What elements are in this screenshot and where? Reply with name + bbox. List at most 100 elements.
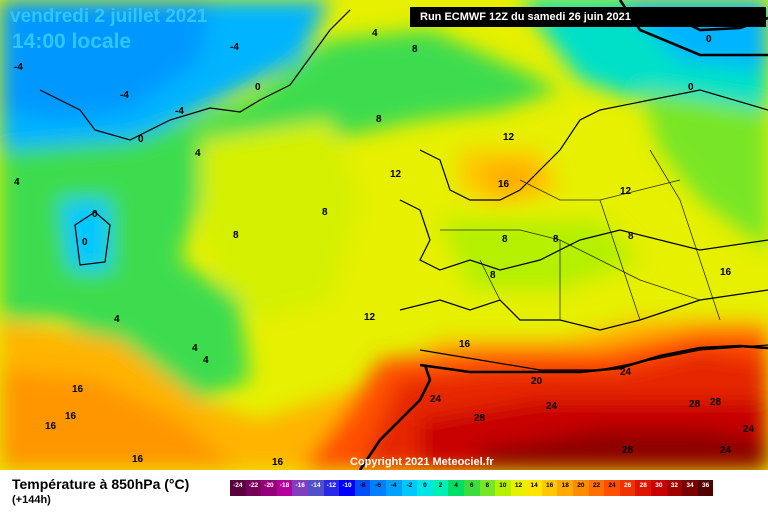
scale-label: -14 — [311, 482, 321, 489]
contour-label: 12 — [390, 169, 402, 180]
scale-cell: 22 — [588, 480, 605, 496]
contour-label: 8 — [412, 44, 418, 55]
scale-label: 28 — [639, 482, 647, 489]
contour-label: -4 — [14, 62, 23, 73]
scale-cell: 0 — [417, 480, 433, 496]
contour-label: 8 — [233, 230, 239, 241]
contour-label: 4 — [114, 314, 120, 325]
scale-label: 6 — [469, 482, 474, 489]
contour-label: 16 — [72, 384, 84, 395]
scale-cell: 32 — [666, 480, 683, 496]
scale-label: 10 — [499, 482, 507, 489]
contour-label: 4 — [203, 355, 209, 366]
scale-label: 18 — [561, 482, 569, 489]
contour-label: 16 — [132, 454, 144, 465]
contour-label: 16 — [45, 421, 57, 432]
forecast-time: 14:00 locale — [12, 30, 132, 53]
contour-label: 28 — [474, 413, 486, 424]
scale-label: 0 — [423, 482, 427, 489]
contour-label: 8 — [322, 207, 328, 218]
scale-label: 2 — [438, 482, 443, 489]
scale-label: 20 — [577, 482, 585, 489]
model-run-info: Run ECMWF 12Z du samedi 26 juin 2021 — [410, 7, 766, 27]
scale-cell: 2 — [432, 480, 449, 496]
contour-label: 16 — [65, 411, 77, 422]
scale-cell: -20 — [261, 480, 277, 496]
contour-label: -4 — [230, 42, 239, 53]
scale-cell: 28 — [635, 480, 652, 496]
contour-label: 0 — [255, 82, 261, 93]
scale-cell: -24 — [230, 480, 246, 496]
contour-label: 28 — [710, 397, 722, 408]
contour-label: 8 — [490, 270, 496, 281]
contour-label: 4 — [14, 177, 20, 188]
scale-cell: -8 — [354, 480, 371, 496]
scale-label: 30 — [655, 482, 663, 489]
scale-cell: -4 — [385, 480, 402, 496]
scale-label: 12 — [514, 482, 523, 489]
scale-label: 22 — [592, 482, 601, 489]
temperature-field — [0, 0, 768, 470]
scale-label: 32 — [670, 482, 679, 489]
contour-label: 24 — [620, 367, 632, 378]
scale-label: -8 — [359, 482, 366, 489]
scale-cell: 26 — [619, 480, 636, 496]
color-scale: -24 -22 -20 -18 -16 -14 -12 -10 -8 -6 -4 -2 0 2 4 6 8 10 1… — [230, 480, 714, 496]
contour-label: 8 — [376, 114, 382, 125]
scale-cell: 6 — [463, 480, 480, 496]
scale-label: 34 — [686, 482, 694, 489]
scale-cell: 8 — [479, 480, 496, 496]
legend: Température à 850hPa (°C) (+144h) -24 -22… — [0, 470, 768, 512]
scale-cell: 16 — [541, 480, 558, 496]
scale-label: 36 — [701, 482, 710, 489]
scale-label: -18 — [279, 482, 290, 489]
scale-cell: -18 — [276, 480, 293, 496]
scale-cell: 30 — [651, 480, 667, 496]
scale-label: -24 — [233, 482, 243, 489]
contour-label: 8 — [628, 231, 634, 242]
scale-label: -22 — [248, 482, 259, 489]
scale-cell: -10 — [339, 480, 355, 496]
scale-label: -12 — [326, 482, 337, 489]
scale-label: -4 — [390, 482, 397, 489]
scale-label: 8 — [485, 482, 490, 489]
contour-label: 16 — [459, 339, 471, 350]
scale-cell: -14 — [307, 480, 324, 496]
contour-label: 20 — [531, 376, 543, 387]
scale-cell: 12 — [510, 480, 527, 496]
contour-label: -4 — [120, 90, 129, 101]
contour-label: 0 — [82, 237, 88, 248]
legend-title: Température à 850hPa (°C) — [12, 476, 190, 492]
scale-cell: 34 — [682, 480, 698, 496]
contour-label: 12 — [503, 132, 515, 143]
contour-label: 8 — [502, 234, 508, 245]
scale-label: 24 — [608, 482, 616, 489]
scale-cell: 4 — [448, 480, 464, 496]
contour-label: -4 — [175, 106, 184, 117]
map-canvas — [0, 0, 768, 470]
borders — [440, 149, 721, 321]
scale-label: -20 — [264, 482, 274, 489]
contour-label: 24 — [720, 445, 732, 456]
scale-label: -16 — [295, 482, 305, 489]
contour-label: 4 — [192, 343, 198, 354]
contour-label: 16 — [720, 267, 732, 278]
forecast-lead-time: (+144h) — [12, 494, 51, 506]
scale-cell: -2 — [401, 480, 418, 496]
scale-cell: -12 — [323, 480, 340, 496]
scale-cell: 14 — [526, 480, 542, 496]
contour-label: 0 — [706, 34, 712, 45]
scale-label: 14 — [530, 482, 538, 489]
contour-label: 24 — [743, 424, 755, 435]
scale-cell: -16 — [292, 480, 308, 496]
scale-label: 16 — [546, 482, 554, 489]
scale-label: -2 — [406, 482, 413, 489]
contour-label: 24 — [546, 401, 558, 412]
forecast-date: vendredi 2 juillet 2021 — [10, 6, 208, 27]
contour-label: 8 — [553, 234, 559, 245]
contour-label: 12 — [620, 186, 632, 197]
contour-label: 28 — [622, 445, 634, 456]
temperature-map — [0, 0, 768, 470]
scale-cell: 24 — [604, 480, 620, 496]
scale-cell: 18 — [557, 480, 574, 496]
